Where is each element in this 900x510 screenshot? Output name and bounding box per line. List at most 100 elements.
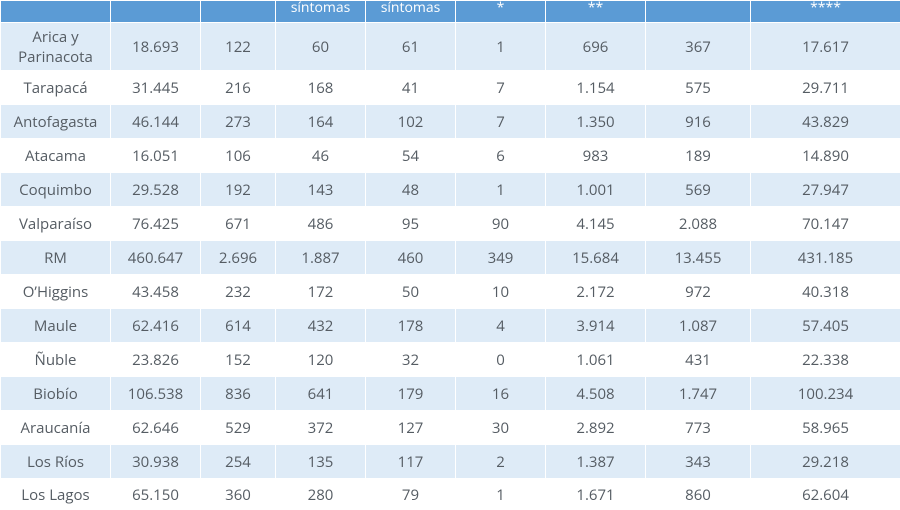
cell-col6: 696 [546, 23, 646, 71]
cell-col2: 232 [201, 275, 276, 309]
cell-col1: 62.416 [111, 309, 201, 343]
cell-col4: 178 [366, 309, 456, 343]
cell-col1: 18.693 [111, 23, 201, 71]
cell-col2: 122 [201, 23, 276, 71]
cell-col1: 23.826 [111, 343, 201, 377]
cell-col5: 1 [456, 479, 546, 509]
cell-col6: 1.154 [546, 71, 646, 105]
cell-col8: 29.711 [751, 71, 900, 105]
cell-col4: 54 [366, 139, 456, 173]
cell-col7: 860 [646, 479, 751, 509]
table-container: síntomas síntomas * ** **** Arica y Pari… [0, 0, 900, 510]
cell-col3: 143 [276, 173, 366, 207]
cell-col5: 349 [456, 241, 546, 275]
cell-col4: 48 [366, 173, 456, 207]
cell-col3: 168 [276, 71, 366, 105]
cell-col5: 1 [456, 23, 546, 71]
header-cell-col5: * [456, 1, 546, 23]
cell-region: Maule [1, 309, 111, 343]
cell-region: Arica y Parinacota [1, 23, 111, 71]
cell-col1: 62.646 [111, 411, 201, 445]
cell-col6: 15.684 [546, 241, 646, 275]
cell-col7: 569 [646, 173, 751, 207]
cell-col6: 4.508 [546, 377, 646, 411]
cell-col5: 90 [456, 207, 546, 241]
cell-col3: 280 [276, 479, 366, 509]
cell-col5: 1 [456, 173, 546, 207]
cell-col2: 2.696 [201, 241, 276, 275]
cell-col1: 31.445 [111, 71, 201, 105]
cell-col8: 431.185 [751, 241, 900, 275]
cell-region: O’Higgins [1, 275, 111, 309]
cell-col6: 2.892 [546, 411, 646, 445]
cell-col4: 95 [366, 207, 456, 241]
header-cell-col8: **** [751, 1, 900, 23]
cell-col6: 1.671 [546, 479, 646, 509]
cell-col7: 1.087 [646, 309, 751, 343]
table-row: Antofagasta46.14427316410271.35091643.82… [1, 105, 900, 139]
table-row: Tarapacá31.4452161684171.15457529.711 [1, 71, 900, 105]
table-row: RM460.6472.6961.88746034915.68413.455431… [1, 241, 900, 275]
cell-col4: 117 [366, 445, 456, 479]
cell-col5: 6 [456, 139, 546, 173]
cell-col1: 43.458 [111, 275, 201, 309]
header-cell-col6: ** [546, 1, 646, 23]
cell-col8: 14.890 [751, 139, 900, 173]
cell-col8: 27.947 [751, 173, 900, 207]
cell-col7: 2.088 [646, 207, 751, 241]
cell-region: Los Lagos [1, 479, 111, 509]
table-row: Arica y Parinacota18.6931226061169636717… [1, 23, 900, 71]
cell-col3: 172 [276, 275, 366, 309]
cell-col7: 343 [646, 445, 751, 479]
cell-col6: 1.061 [546, 343, 646, 377]
cell-col1: 460.647 [111, 241, 201, 275]
cell-col5: 7 [456, 105, 546, 139]
cell-col1: 46.144 [111, 105, 201, 139]
cell-col7: 773 [646, 411, 751, 445]
cell-col8: 70.147 [751, 207, 900, 241]
cell-col2: 360 [201, 479, 276, 509]
cell-region: Los Ríos [1, 445, 111, 479]
cell-col8: 100.234 [751, 377, 900, 411]
table-row: Ñuble23.8261521203201.06143122.338 [1, 343, 900, 377]
cell-col5: 7 [456, 71, 546, 105]
cell-col6: 1.387 [546, 445, 646, 479]
cell-col7: 575 [646, 71, 751, 105]
cell-col2: 273 [201, 105, 276, 139]
cell-col1: 16.051 [111, 139, 201, 173]
cell-col7: 431 [646, 343, 751, 377]
header-cell-region [1, 1, 111, 23]
cell-region: Ñuble [1, 343, 111, 377]
cell-col5: 0 [456, 343, 546, 377]
cell-col4: 61 [366, 23, 456, 71]
header-row: síntomas síntomas * ** **** [1, 1, 900, 23]
cell-col5: 2 [456, 445, 546, 479]
cell-col3: 164 [276, 105, 366, 139]
cell-col5: 4 [456, 309, 546, 343]
cell-col8: 57.405 [751, 309, 900, 343]
header-cell-col3: síntomas [276, 1, 366, 23]
header-cell-col7 [646, 1, 751, 23]
cell-region: Araucanía [1, 411, 111, 445]
cell-region: Biobío [1, 377, 111, 411]
cell-col8: 40.318 [751, 275, 900, 309]
cell-col6: 3.914 [546, 309, 646, 343]
table-row: Biobío106.538836641179164.5081.747100.23… [1, 377, 900, 411]
cell-col6: 1.001 [546, 173, 646, 207]
cell-col2: 152 [201, 343, 276, 377]
cell-col7: 916 [646, 105, 751, 139]
table-row: Araucanía62.646529372127302.89277358.965 [1, 411, 900, 445]
cell-col2: 254 [201, 445, 276, 479]
table-header: síntomas síntomas * ** **** [1, 1, 900, 23]
cell-col3: 432 [276, 309, 366, 343]
cell-col6: 4.145 [546, 207, 646, 241]
cell-col4: 32 [366, 343, 456, 377]
cell-col4: 79 [366, 479, 456, 509]
cell-col3: 486 [276, 207, 366, 241]
cell-col2: 614 [201, 309, 276, 343]
cell-col6: 2.172 [546, 275, 646, 309]
cell-col4: 179 [366, 377, 456, 411]
table-body: Arica y Parinacota18.6931226061169636717… [1, 23, 900, 509]
cell-col6: 1.350 [546, 105, 646, 139]
cell-col3: 135 [276, 445, 366, 479]
